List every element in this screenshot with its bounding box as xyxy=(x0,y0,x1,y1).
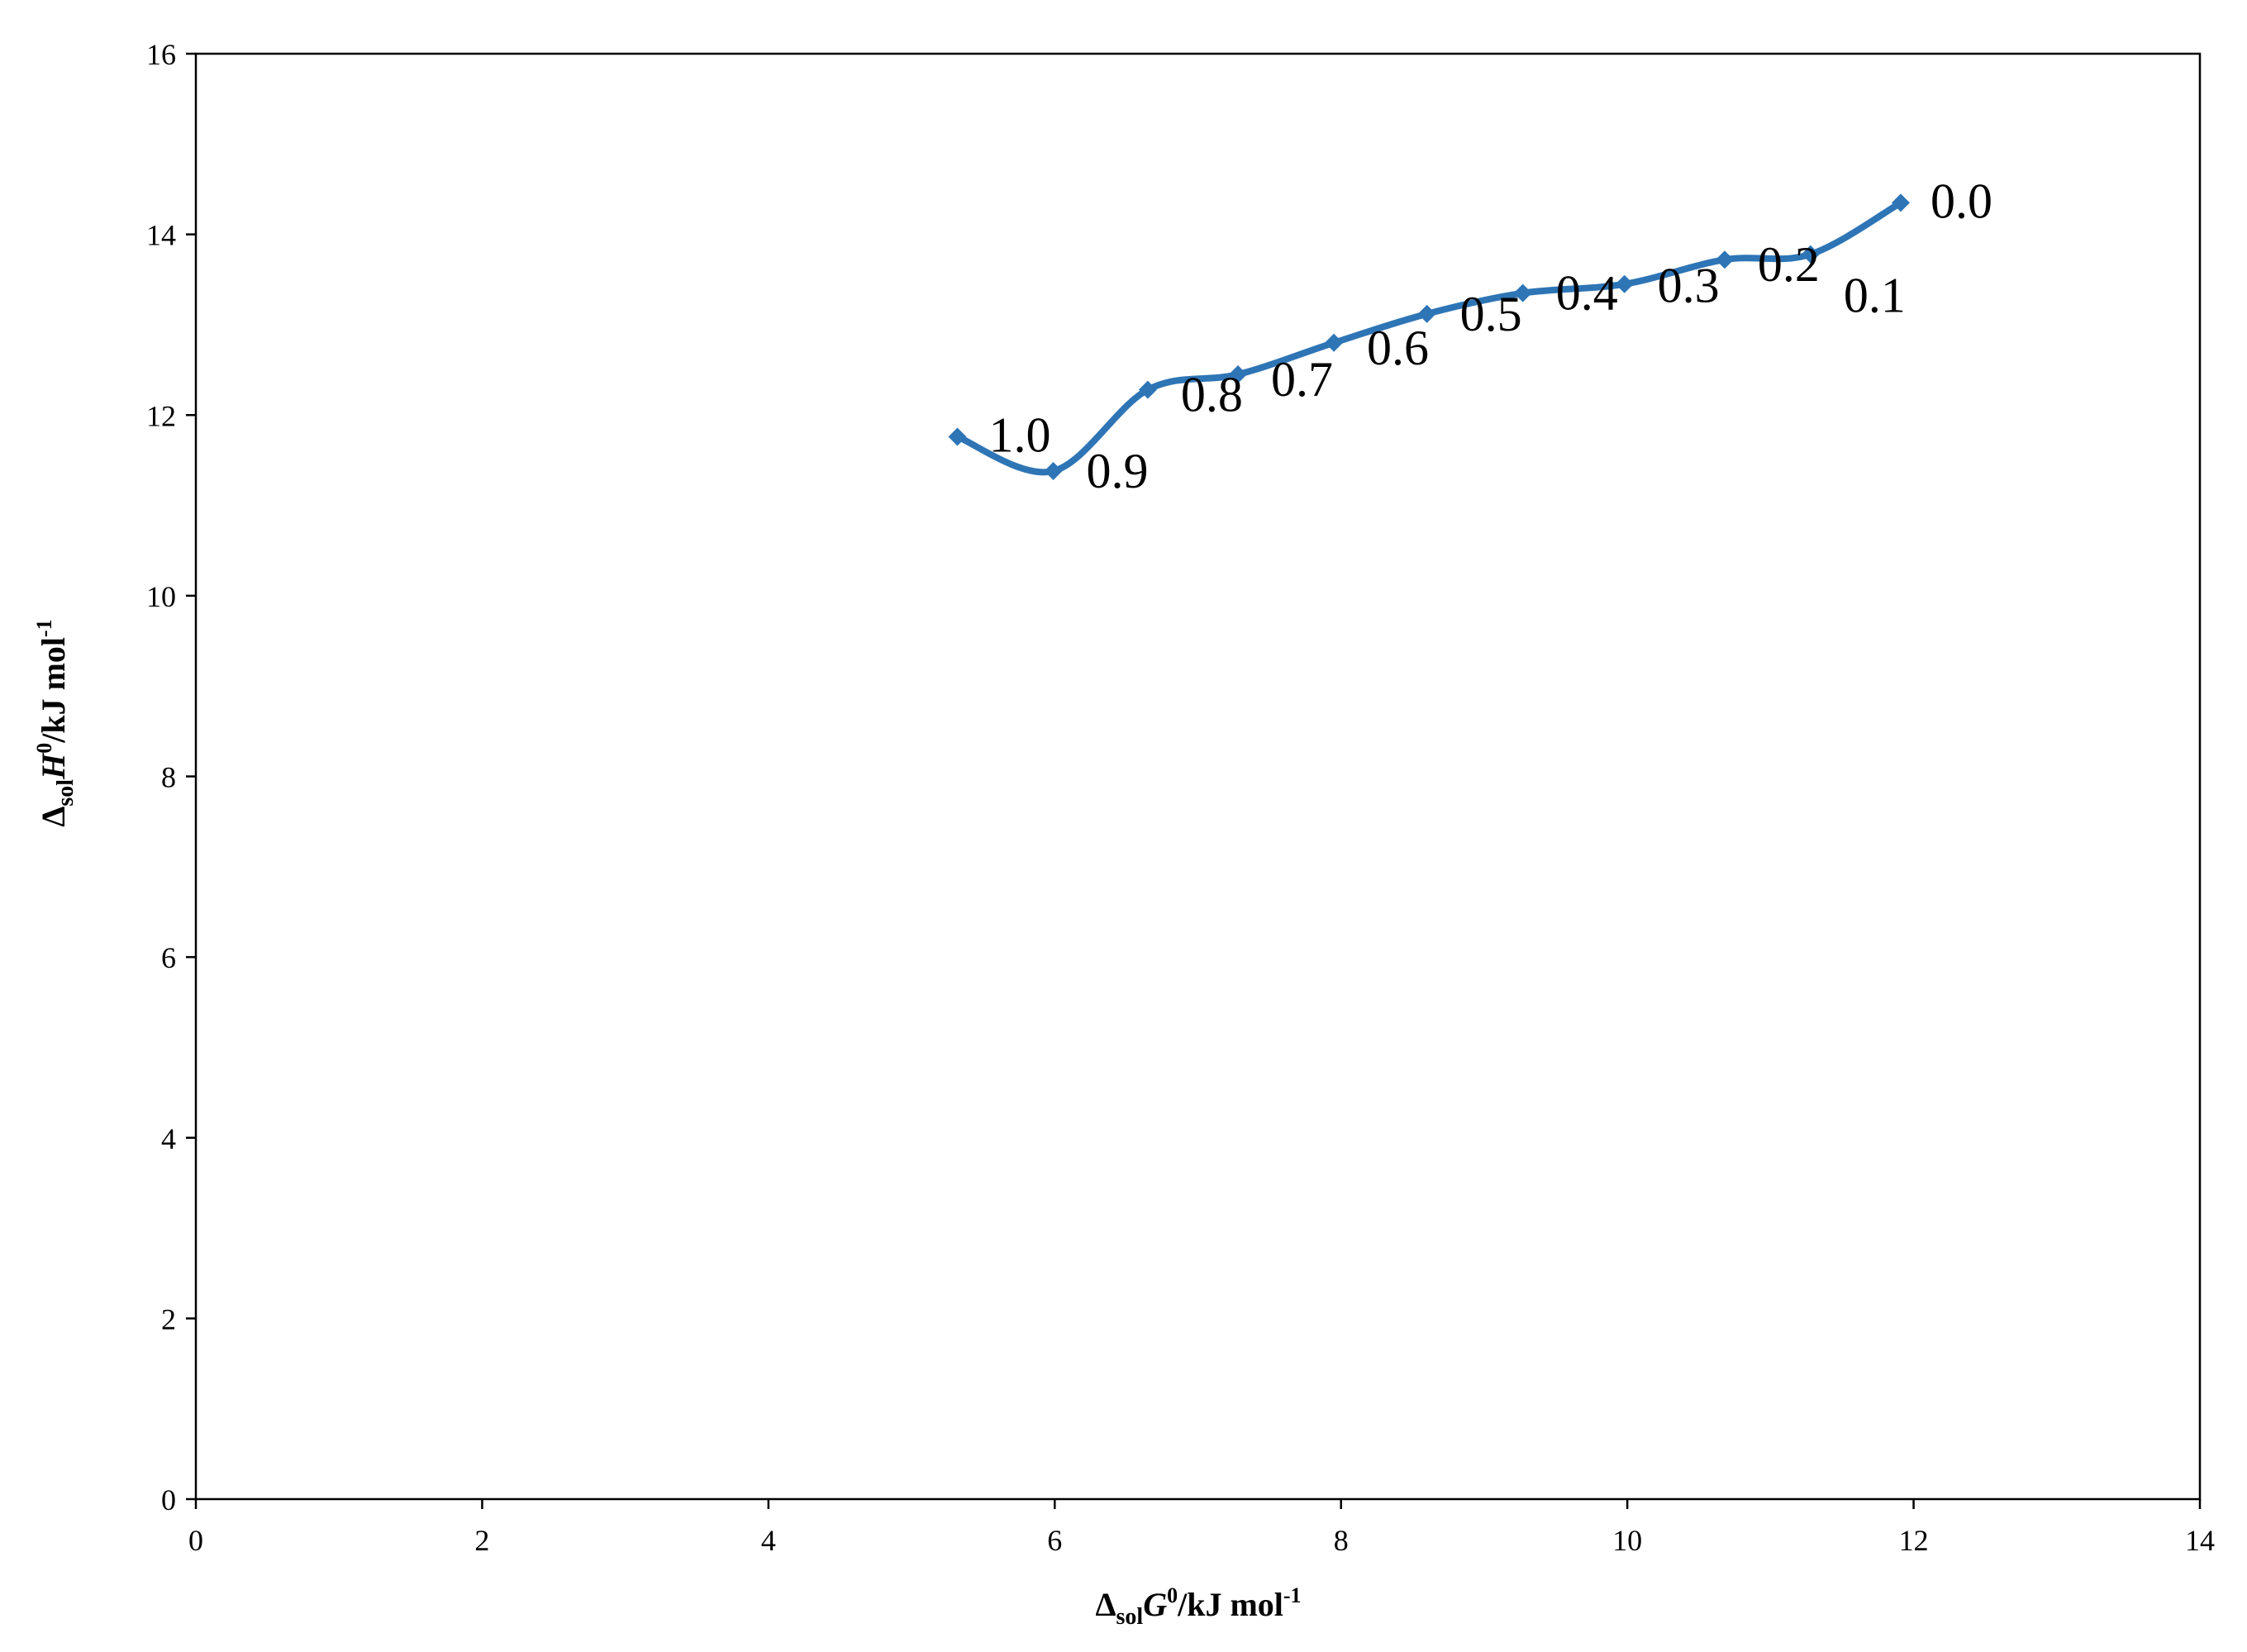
y-tick-label: 16 xyxy=(146,38,176,71)
x-tick-label: 4 xyxy=(761,1524,776,1557)
x-axis-title: ΔsolG0/kJ mol-1 xyxy=(1095,1583,1301,1630)
data-point-label: 0.0 xyxy=(1930,174,1992,228)
y-tick-label: 12 xyxy=(146,399,176,432)
x-tick-label: 8 xyxy=(1334,1524,1349,1557)
data-point-marker xyxy=(1417,304,1436,323)
y-tick-label: 4 xyxy=(161,1122,176,1155)
data-point-marker xyxy=(1044,462,1063,481)
data-point-marker xyxy=(1513,283,1532,302)
y-tick-label: 10 xyxy=(146,580,176,613)
data-point-label: 0.7 xyxy=(1271,352,1333,407)
data-point-label: 0.8 xyxy=(1181,368,1243,422)
x-tick-label: 6 xyxy=(1047,1524,1062,1557)
data-point-label: 0.5 xyxy=(1460,287,1522,341)
data-point-marker xyxy=(1229,365,1247,384)
data-point-marker xyxy=(1138,380,1157,399)
point-labels: 1.0 0.9 0.8 0.7 0.6 0.5 0.4 0.3 0.2 0.1 0.0 xyxy=(989,174,1992,498)
data-point-marker xyxy=(1891,193,1910,212)
y-axis-title: ΔsolH0/kJ mol-1 xyxy=(32,619,79,826)
series-markers xyxy=(948,193,1910,481)
y-tick-label: 14 xyxy=(146,219,176,252)
y-tick-label: 6 xyxy=(161,941,176,974)
y-tick-label: 2 xyxy=(161,1302,176,1335)
data-point-label: 0.1 xyxy=(1844,269,1906,323)
data-point-label: 0.6 xyxy=(1367,321,1429,375)
data-point-label: 0.2 xyxy=(1758,237,1820,292)
data-point-label: 0.4 xyxy=(1556,266,1618,321)
plot-area xyxy=(194,52,2202,1501)
x-tick-label: 10 xyxy=(1612,1524,1642,1557)
x-tick-label: 12 xyxy=(1899,1524,1929,1557)
data-point-marker xyxy=(1715,250,1734,269)
x-tick-label: 0 xyxy=(188,1524,203,1557)
data-point-label: 0.9 xyxy=(1087,444,1149,498)
y-tick-label: 0 xyxy=(161,1483,176,1516)
x-tick-label: 2 xyxy=(474,1524,489,1557)
data-point-label: 0.3 xyxy=(1658,259,1720,313)
data-point-marker xyxy=(1325,333,1344,352)
data-point-marker xyxy=(1615,274,1634,293)
y-tick-label: 8 xyxy=(161,761,176,794)
data-point-marker xyxy=(1801,245,1820,264)
x-axis-ticks: 0 2 4 6 8 10 12 14 xyxy=(188,1499,2215,1557)
data-point-marker xyxy=(948,427,967,446)
data-point-label: 1.0 xyxy=(989,407,1051,462)
x-tick-label: 14 xyxy=(2185,1524,2215,1557)
y-axis-ticks: 0 2 4 6 8 10 12 14 16 xyxy=(146,38,196,1516)
